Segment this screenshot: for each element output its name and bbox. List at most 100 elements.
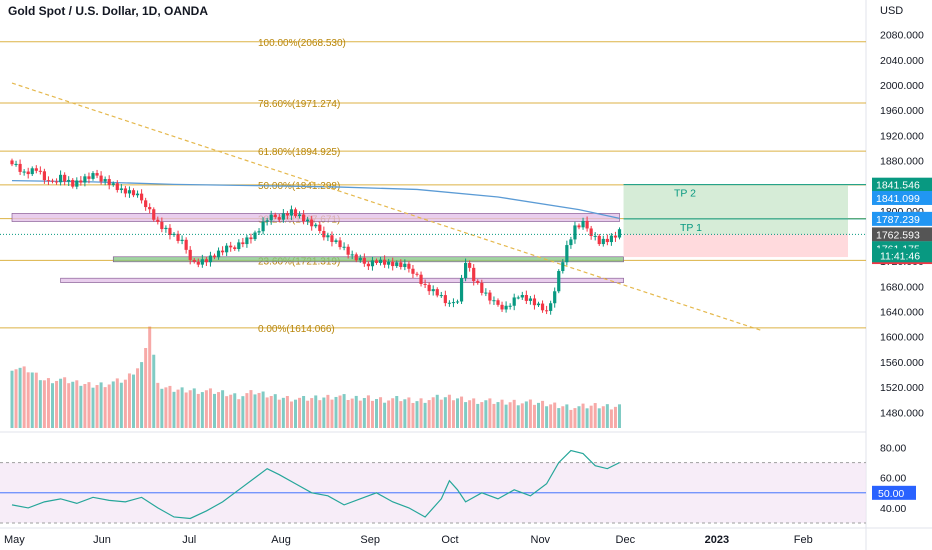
candle-body <box>99 175 103 182</box>
x-tick-label: 2023 <box>705 534 729 546</box>
volume-bar <box>237 399 241 428</box>
candle-body <box>480 282 484 293</box>
candle-body <box>443 295 447 304</box>
volume-bar <box>18 367 22 428</box>
volume-bar <box>601 406 605 428</box>
candle-body <box>411 268 415 274</box>
y-tick-label: 1520.000 <box>880 382 924 394</box>
candle-body <box>269 214 273 221</box>
candle-body <box>439 295 443 297</box>
candle-body <box>225 245 229 253</box>
candle-body <box>605 238 609 243</box>
candle-body <box>249 237 253 240</box>
price-axis-badge-text: 1762.593 <box>876 229 920 241</box>
candle-body <box>156 219 160 222</box>
candle-body <box>395 262 399 267</box>
rsi-line <box>11 449 620 520</box>
volume-bar <box>26 372 30 428</box>
rsi-tick-label: 60.00 <box>880 473 906 485</box>
volume-bar <box>249 390 253 428</box>
volume-bar <box>148 326 152 428</box>
candle-body <box>103 179 107 182</box>
volume-bar <box>144 348 148 428</box>
candle-body <box>346 246 350 255</box>
candle-body <box>111 183 115 185</box>
price-axis-badge-text: 1787.239 <box>876 214 920 226</box>
volume-bar <box>46 378 50 428</box>
candle-body <box>75 180 79 187</box>
volume-bar <box>338 395 342 428</box>
candle-body <box>135 193 140 196</box>
tp2-label: TP 2 <box>674 188 696 200</box>
candle-body <box>229 245 233 248</box>
volume-bar <box>504 404 508 428</box>
volume-bar <box>415 401 419 428</box>
profit-zone <box>623 184 848 235</box>
candle-body <box>476 281 480 283</box>
candle-body <box>399 262 403 267</box>
volume-bar <box>427 400 431 428</box>
volume-bar <box>221 390 225 428</box>
candle-body <box>512 297 516 306</box>
volume-bar <box>67 383 71 428</box>
candle-body <box>281 213 285 220</box>
volume-bar <box>152 354 156 428</box>
candle-body <box>200 259 204 265</box>
volume-bar <box>51 383 54 428</box>
candle-body <box>152 209 156 220</box>
volume-bar <box>492 403 496 428</box>
candle-body <box>59 174 63 183</box>
volume-bar <box>480 402 484 428</box>
volume-bar <box>370 400 374 428</box>
volume-bar <box>176 389 180 428</box>
y-tick-label: 1880.000 <box>880 155 924 167</box>
volume-bar <box>528 399 532 428</box>
volume-bar <box>127 373 131 428</box>
x-tick-label: Jun <box>93 534 111 546</box>
volume-bar <box>83 384 87 428</box>
volume-bar <box>379 397 383 428</box>
price-axis-badge-text: 1841.546 <box>876 180 920 192</box>
candle-body <box>338 240 342 248</box>
volume-bar <box>553 402 557 428</box>
volume-bar <box>431 397 435 428</box>
volume-bar <box>419 398 423 428</box>
volume-bar <box>192 388 196 428</box>
y-tick-label: 1680.000 <box>880 281 924 293</box>
candle-body <box>180 239 184 241</box>
volume-bar <box>63 377 67 428</box>
volume-bar <box>140 362 144 428</box>
volume-bar <box>500 399 504 428</box>
candle-body <box>540 303 545 311</box>
candle-body <box>119 188 123 191</box>
volume-bar <box>107 384 111 428</box>
volume-bar <box>439 399 443 428</box>
volume-bar <box>322 397 326 428</box>
volume-bar <box>233 393 237 428</box>
volume-bar <box>277 399 281 428</box>
rsi-tick-label: 40.00 <box>880 503 906 515</box>
candle-body <box>107 179 111 185</box>
candle-body <box>532 298 537 306</box>
candle-body <box>176 233 180 241</box>
candle-body <box>297 214 302 217</box>
volume-bar <box>403 399 407 428</box>
volume-bar <box>451 400 455 428</box>
candle-body <box>148 207 152 210</box>
candle-body <box>383 259 387 265</box>
volume-bar <box>156 382 160 428</box>
volume-bar <box>589 405 593 428</box>
volume-bar <box>524 401 528 428</box>
currency-label: USD <box>880 5 904 17</box>
rsi-mid-badge-text: 50.00 <box>878 488 904 500</box>
candle-body <box>91 173 95 179</box>
volume-bar <box>508 402 512 428</box>
candle-body <box>144 200 148 208</box>
volume-bar <box>59 378 63 428</box>
moving-average-line <box>11 179 620 220</box>
volume-bar <box>225 396 229 428</box>
volume-bar <box>593 403 597 428</box>
candle-body <box>362 257 366 264</box>
volume-bar <box>476 403 480 428</box>
